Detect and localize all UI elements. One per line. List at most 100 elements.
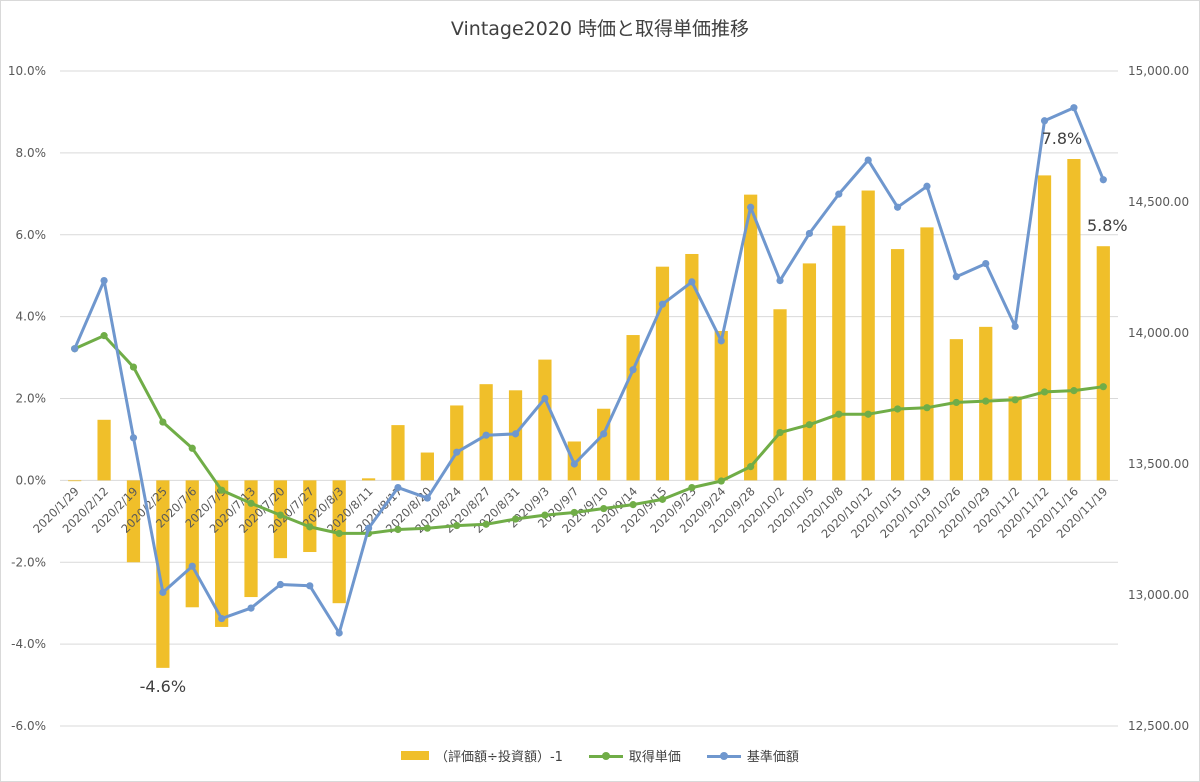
- base-price-point: [893, 203, 902, 211]
- data-label: 5.8%: [1087, 216, 1128, 235]
- bar: [626, 335, 640, 481]
- base-price-point: [835, 190, 843, 198]
- base-price-point: [306, 582, 314, 590]
- base-price-point: [100, 277, 108, 285]
- base-price-point: [394, 483, 402, 492]
- legend: （評価額÷投資額）-1 取得単価 基準価額: [0, 746, 1200, 765]
- base-price-point: [276, 580, 285, 589]
- data-label: 7.8%: [1042, 129, 1083, 148]
- base-price-point: [629, 366, 637, 374]
- acquisition-price-point: [923, 404, 931, 412]
- base-price-point: [541, 394, 549, 403]
- y-right-tick-label: 12,500.00: [1128, 719, 1189, 733]
- acquisition-price-point: [306, 523, 314, 531]
- bar: [97, 419, 111, 481]
- bar: [773, 309, 787, 481]
- base-price-point: [776, 277, 784, 285]
- bar: [332, 480, 346, 604]
- acquisition-price-point: [805, 421, 814, 429]
- base-price-point: [453, 448, 461, 456]
- base-price-point: [717, 337, 725, 345]
- bar: [126, 480, 141, 563]
- bar: [450, 405, 464, 481]
- bar: [714, 330, 728, 481]
- chart-title: Vintage2020 時価と取得単価推移: [450, 18, 750, 40]
- base-price-point: [864, 156, 872, 164]
- base-price-point: [159, 588, 167, 596]
- bar: [744, 194, 758, 481]
- y-left-tick-label: 0.0%: [16, 473, 47, 487]
- bar: [1096, 246, 1110, 481]
- acquisition-price-point: [893, 405, 902, 413]
- base-price-point: [600, 430, 608, 438]
- acquisition-price-line: [74, 334, 1104, 535]
- acquisition-price-point: [776, 428, 784, 437]
- acquisition-price-point: [394, 525, 402, 534]
- acquisition-price-point: [453, 521, 461, 530]
- bar: [655, 266, 670, 481]
- base-price-point: [188, 562, 196, 570]
- legend-item-eval-ratio: （評価額÷投資額）-1: [401, 746, 563, 765]
- acquisition-price-point: [1011, 396, 1019, 404]
- base-price-point: [952, 273, 960, 281]
- y-left-tick-label: 10.0%: [8, 64, 46, 78]
- bar: [303, 480, 317, 553]
- base-price-point: [1099, 176, 1107, 184]
- acquisition-price-point: [629, 501, 637, 509]
- acquisition-price-point: [129, 363, 138, 371]
- data-label: -4.6%: [140, 677, 186, 696]
- y-right-tick-label: 14,000.00: [1128, 326, 1189, 340]
- bar: [156, 480, 170, 668]
- base-price-point: [423, 494, 431, 502]
- bar: [861, 190, 875, 481]
- bar: [420, 452, 434, 481]
- base-price-point: [805, 229, 814, 238]
- acquisition-price-point: [688, 483, 696, 492]
- acquisition-price-point: [658, 495, 667, 503]
- y-left-tick-label: -6.0%: [11, 719, 46, 733]
- base-price-point: [688, 278, 696, 286]
- bar: [538, 359, 552, 481]
- bar: [1067, 159, 1081, 481]
- acquisition-price-point: [482, 520, 490, 528]
- legend-swatch-line: [706, 750, 741, 762]
- bar: [391, 425, 405, 481]
- bar: [1037, 175, 1052, 481]
- acquisition-price-point: [835, 410, 843, 418]
- base-price-point: [71, 345, 79, 353]
- acquisition-price-point: [335, 529, 343, 538]
- y-right-tick-label: 13,500.00: [1128, 457, 1189, 471]
- base-price-point: [1070, 104, 1078, 112]
- acquisition-price-point: [188, 444, 196, 452]
- bar: [949, 339, 963, 481]
- y-right-tick-label: 14,500.00: [1128, 195, 1189, 209]
- bar: [597, 408, 611, 481]
- base-price-point: [335, 629, 343, 637]
- bar: [1008, 396, 1022, 481]
- legend-swatch-line: [588, 750, 623, 762]
- y-right-tick-label: 15,000.00: [1128, 64, 1189, 78]
- base-price-point: [570, 460, 578, 468]
- base-price-point: [982, 259, 990, 268]
- base-price-point: [658, 300, 667, 308]
- legend-label: （評価額÷投資額）-1: [435, 750, 563, 765]
- acquisition-price-point: [541, 511, 549, 519]
- acquisition-price-point: [1070, 387, 1078, 395]
- acquisition-price-point: [218, 486, 226, 494]
- base-price-line: [73, 106, 1105, 635]
- bar: [215, 480, 229, 627]
- base-price-point: [1040, 117, 1049, 125]
- acquisition-price-point: [159, 418, 167, 426]
- legend-item-base-price: 基準価額: [706, 746, 799, 765]
- acquisition-price-point: [952, 398, 960, 407]
- acquisition-price-point: [717, 477, 725, 485]
- legend-label: 基準価額: [746, 750, 799, 765]
- bar: [920, 227, 934, 481]
- bar: [68, 480, 82, 482]
- base-price-point: [218, 614, 226, 623]
- base-price-point: [923, 182, 931, 190]
- base-price-point: [364, 524, 373, 532]
- bar: [890, 249, 905, 481]
